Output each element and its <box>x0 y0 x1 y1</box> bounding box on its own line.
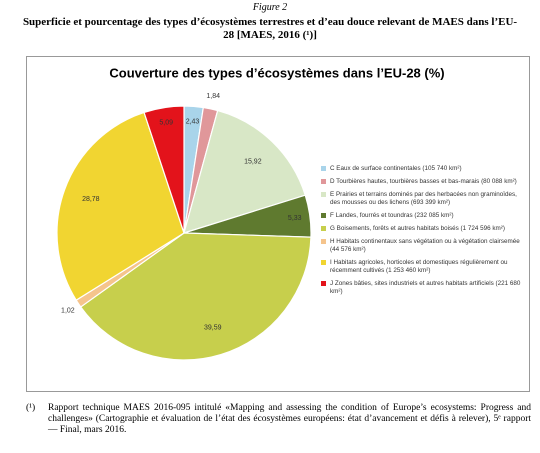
footnote-marker: (¹) <box>26 403 36 413</box>
legend-swatch <box>321 239 326 244</box>
legend-label: G Boisements, forêts et autres habitats … <box>330 225 505 232</box>
legend-item: C Eaux de surface continentales (105 740… <box>321 165 521 173</box>
value-label: 1,02 <box>61 307 75 314</box>
pie-slice <box>143 105 185 234</box>
caption: Superficie et pourcentage des types d’éc… <box>22 16 518 41</box>
legend-item: H Habitats continentaux sans végétation … <box>321 238 521 254</box>
legend-item: D Tourbières hautes, tourbières basses e… <box>321 178 521 186</box>
legend-label: D Tourbières hautes, tourbières basses e… <box>330 178 517 185</box>
value-label: 1,84 <box>206 93 220 100</box>
pie-slice <box>183 109 306 234</box>
value-label: 39,59 <box>204 325 222 332</box>
legend-label: C Eaux de surface continentales (105 740… <box>330 165 462 172</box>
legend-swatch <box>321 260 326 265</box>
legend-item: E Prairies et terrains dominés par des h… <box>321 191 521 207</box>
legend-item: J Zones bâties, sites industriels et aut… <box>321 280 521 296</box>
legend-swatch <box>321 226 326 231</box>
legend-swatch <box>321 213 326 218</box>
legend-label: F Landes, fourrés et toundras (232 085 k… <box>330 212 454 219</box>
footnote-text: Rapport technique MAES 2016-095 intitulé… <box>48 403 531 435</box>
value-label: 15,92 <box>244 159 262 166</box>
legend-label: E Prairies et terrains dominés par des h… <box>330 191 517 206</box>
legend: C Eaux de surface continentales (105 740… <box>321 165 521 301</box>
chart-frame: Couverture des types d’écosystèmes dans … <box>26 56 530 392</box>
value-label: 28,78 <box>82 196 100 203</box>
legend-item: G Boisements, forêts et autres habitats … <box>321 225 521 233</box>
legend-swatch <box>321 281 326 286</box>
value-label: 5,09 <box>159 120 173 127</box>
legend-label: H Habitats continentaux sans végétation … <box>330 238 520 253</box>
legend-label: J Zones bâties, sites industriels et aut… <box>330 280 521 295</box>
pie-slice <box>79 232 312 361</box>
chart: Couverture des types d’écosystèmes dans … <box>56 65 445 361</box>
legend-item: I Habitats agricoles, horticoles et dome… <box>321 259 521 275</box>
legend-swatch <box>321 166 326 171</box>
legend-swatch <box>321 179 326 184</box>
value-label: 5,33 <box>288 215 302 222</box>
legend-label: I Habitats agricoles, horticoles et dome… <box>330 259 508 274</box>
value-label: 2,43 <box>186 118 200 125</box>
footnote: (¹) Rapport technique MAES 2016-095 inti… <box>26 403 531 436</box>
legend-swatch <box>321 192 326 197</box>
chart-title: Couverture des types d’écosystèmes dans … <box>109 65 444 80</box>
pie-slice <box>56 111 185 301</box>
legend-item: F Landes, fourrés et toundras (232 085 k… <box>321 212 521 220</box>
figure-label: Figure 2 <box>252 2 288 13</box>
